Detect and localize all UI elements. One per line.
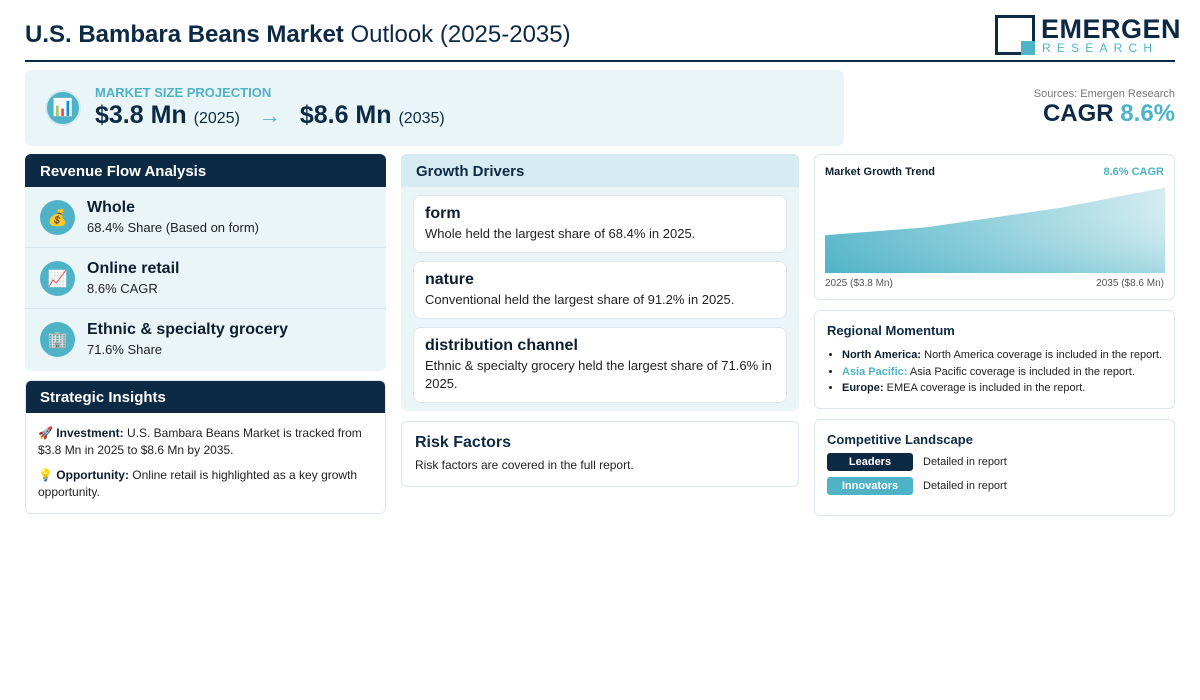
driver-form: form Whole held the largest share of 68.… — [413, 195, 787, 253]
leaders-badge: Leaders — [827, 453, 913, 471]
investment-label: Investment: — [56, 426, 124, 440]
strategic-insights-card: Strategic Insights 🚀 Investment: U.S. Ba… — [25, 380, 386, 514]
driver-title: nature — [425, 271, 474, 288]
driver-distribution-channel: distribution channel Ethnic & specialty … — [413, 327, 787, 403]
region-item-north-america: North America: North America coverage is… — [842, 347, 1162, 364]
sources-text: Sources: Emergen Research — [1033, 88, 1175, 100]
strategic-insights-body: 🚀 Investment: U.S. Bambara Beans Market … — [26, 413, 385, 513]
revenue-item-subtitle: 8.6% CAGR — [87, 281, 158, 296]
region-item-asia-pacific: Asia Pacific: Asia Pacific coverage is i… — [842, 364, 1162, 381]
projection-start-value: $3.8 Mn — [95, 101, 187, 129]
building-icon: 🏢 — [40, 322, 75, 357]
opportunity-text: Online retail is highlighted as a key gr… — [38, 468, 358, 499]
lightbulb-icon: 💡 — [38, 468, 53, 482]
revenue-item-title: Ethnic & specialty grocery — [87, 321, 288, 338]
cagr-value: 8.6% — [1120, 100, 1175, 127]
page-title-light: Outlook (2025-2035) — [350, 21, 571, 48]
revenue-item-subtitle: 68.4% Share (Based on form) — [87, 220, 259, 235]
region-item-europe: Europe: EMEA coverage is included in the… — [842, 380, 1162, 397]
driver-title: form — [425, 205, 461, 222]
header: U.S. Bambara Beans Market Outlook (2025-… — [25, 12, 1181, 62]
trend-end-label: 2035 ($8.6 Mn) — [1096, 278, 1164, 289]
revenue-item-ethnic-grocery: 🏢 Ethnic & specialty grocery 71.6% Share — [25, 309, 386, 370]
opportunity-insight: 💡 Opportunity: Online retail is highligh… — [38, 467, 373, 501]
regional-momentum-card: Regional Momentum North America: North A… — [814, 310, 1175, 409]
rocket-icon: 🚀 — [38, 426, 53, 440]
growth-area-shading — [825, 187, 1165, 273]
growth-drivers-title: Growth Drivers — [401, 154, 799, 187]
driver-title: distribution channel — [425, 337, 578, 354]
trend-title: Market Growth Trend — [825, 166, 936, 178]
logo-name: EMERGEN — [1041, 14, 1182, 44]
region-name: Asia Pacific: — [842, 365, 908, 378]
investment-insight: 🚀 Investment: U.S. Bambara Beans Market … — [38, 425, 373, 459]
risk-factors-title: Risk Factors — [415, 434, 512, 451]
region-text: Asia Pacific coverage is included in the… — [909, 365, 1135, 378]
projection-label: MARKET SIZE PROJECTION — [95, 85, 272, 100]
projection-values: $3.8 Mn (2025) → $8.6 Mn (2035) — [95, 101, 445, 130]
revenue-flow-card: Revenue Flow Analysis 💰 Whole 68.4% Shar… — [25, 154, 386, 371]
bar-chart-icon: 📊 — [45, 90, 81, 126]
regional-list: North America: North America coverage is… — [827, 347, 1162, 397]
emergen-logo: EMERGEN RESEARCH — [995, 14, 1181, 57]
revenue-item-online-retail: 📈 Online retail 8.6% CAGR — [25, 248, 386, 309]
region-name: North America: — [842, 349, 922, 361]
revenue-item-title: Online retail — [87, 260, 180, 277]
logo-subtitle: RESEARCH — [1042, 41, 1159, 55]
projection-end-year: (2035) — [398, 110, 445, 127]
revenue-item-whole: 💰 Whole 68.4% Share (Based on form) — [25, 187, 386, 248]
market-growth-trend-card: Market Growth Trend 8.6% CAGR 2025 ($3.8… — [814, 154, 1175, 300]
competitive-row-innovators: Innovators Detailed in report — [827, 477, 1162, 495]
region-text: North America coverage is included in th… — [924, 349, 1162, 361]
opportunity-label: Opportunity: — [56, 468, 129, 482]
trend-cagr: 8.6% CAGR — [1103, 166, 1164, 178]
driver-text: Ethnic & specialty grocery held the larg… — [425, 358, 772, 391]
growth-area-chart — [825, 187, 1165, 273]
risk-factors-text: Risk factors are covered in the full rep… — [415, 458, 634, 472]
competitive-row-text: Detailed in report — [923, 480, 1007, 492]
competitive-landscape-title: Competitive Landscape — [827, 432, 973, 447]
growth-drivers-card: Growth Drivers form Whole held the large… — [401, 154, 799, 411]
competitive-landscape-card: Competitive Landscape Leaders Detailed i… — [814, 419, 1175, 516]
page-title: U.S. Bambara Beans Market Outlook (2025-… — [25, 21, 571, 49]
money-bag-icon: 💰 — [40, 200, 75, 235]
strategic-insights-title: Strategic Insights — [26, 381, 385, 413]
trend-up-icon: 📈 — [40, 261, 75, 296]
innovators-badge: Innovators — [827, 477, 913, 495]
revenue-item-subtitle: 71.6% Share — [87, 342, 163, 357]
competitive-row-text: Detailed in report — [923, 456, 1007, 468]
page-title-bold: U.S. Bambara Beans Market — [25, 21, 344, 48]
arrow-right-icon: → — [258, 103, 281, 128]
projection-end-value: $8.6 Mn — [299, 101, 392, 129]
driver-text: Whole held the largest share of 68.4% in… — [425, 226, 696, 241]
revenue-flow-title: Revenue Flow Analysis — [25, 154, 386, 187]
cagr-summary: CAGR 8.6% — [1043, 100, 1175, 128]
risk-factors-card: Risk Factors Risk factors are covered in… — [401, 421, 799, 487]
market-size-projection: 📊 MARKET SIZE PROJECTION $3.8 Mn (2025) … — [25, 70, 844, 146]
driver-nature: nature Conventional held the largest sha… — [413, 261, 787, 319]
investment-text: U.S. Bambara Beans Market is tracked fro… — [38, 426, 362, 457]
logo-mark-icon — [995, 15, 1035, 55]
competitive-row-leaders: Leaders Detailed in report — [827, 453, 1162, 471]
cagr-label: CAGR — [1042, 100, 1114, 127]
regional-momentum-title: Regional Momentum — [827, 323, 955, 338]
trend-start-label: 2025 ($3.8 Mn) — [825, 278, 893, 289]
region-text: EMEA coverage is included in the report. — [886, 382, 1086, 394]
projection-start-year: (2025) — [193, 110, 240, 127]
driver-text: Conventional held the largest share of 9… — [425, 292, 735, 307]
region-name: Europe: — [842, 382, 884, 394]
revenue-item-title: Whole — [87, 199, 135, 216]
